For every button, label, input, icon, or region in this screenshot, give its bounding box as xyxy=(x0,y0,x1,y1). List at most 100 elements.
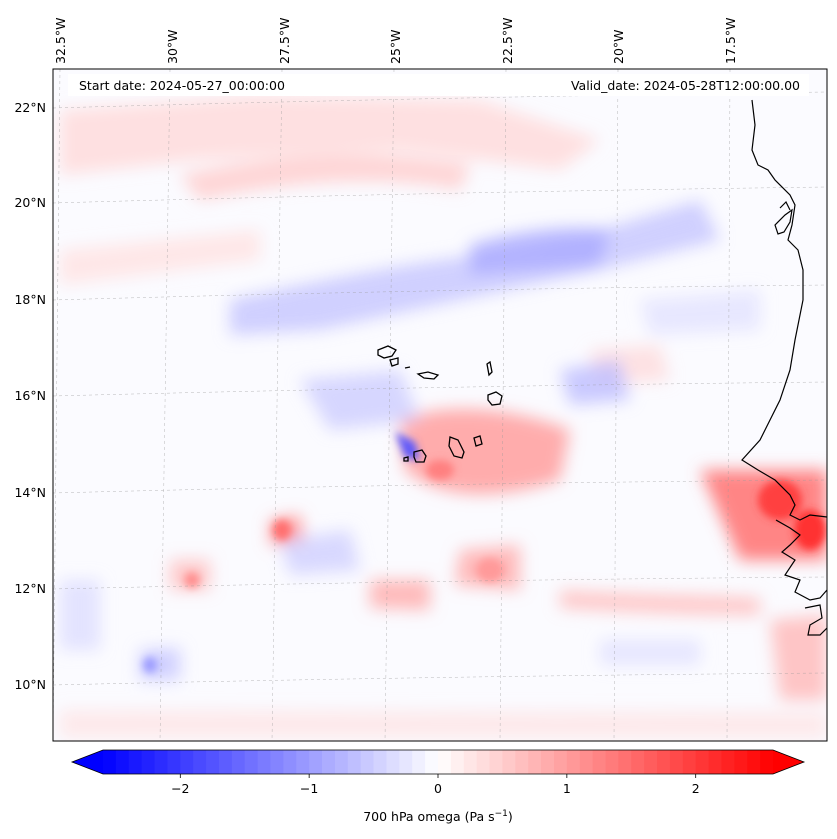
coast-detail xyxy=(774,208,793,235)
parallel-18n xyxy=(53,284,827,301)
maio xyxy=(473,435,483,447)
colorbar-segment xyxy=(721,750,735,774)
colorbar-segment xyxy=(605,750,619,774)
colorbar-segment xyxy=(631,750,645,774)
fogo xyxy=(413,449,427,463)
parallel-22n xyxy=(53,91,827,109)
lon-label: 22.5°W xyxy=(500,18,515,64)
colorbar-extend-min xyxy=(72,750,103,774)
colorbar-segment xyxy=(167,750,181,774)
colorbar-segment xyxy=(180,750,194,774)
colorbar-segment xyxy=(450,750,465,774)
santiago xyxy=(448,436,465,459)
lat-label: 16°N xyxy=(14,388,46,403)
colorbar-segment xyxy=(322,750,336,774)
parallel-10n xyxy=(53,672,827,686)
lat-label: 12°N xyxy=(14,581,46,596)
meridian-22-5w xyxy=(499,69,507,741)
colorbar-segment xyxy=(760,750,774,774)
lat-label: 14°N xyxy=(14,485,46,500)
omega-field-anomalies xyxy=(60,95,827,738)
colorbar-segment xyxy=(270,750,284,774)
valid-date-label: Valid_date: 2024-05-28T12:00:00.00 xyxy=(571,78,800,93)
colorbar-segment xyxy=(476,750,491,774)
meridian-25w xyxy=(384,69,395,741)
sal xyxy=(486,360,493,377)
colorbar-tick-label: 2 xyxy=(692,781,700,796)
lon-label: 17.5°W xyxy=(723,18,738,64)
colorbar-segment xyxy=(141,750,156,774)
lat-label: 18°N xyxy=(14,292,46,307)
colorbar-segment xyxy=(218,750,233,774)
colorbar-segment xyxy=(257,750,272,774)
meridian-30w xyxy=(159,69,171,741)
latitude-labels: 22°N 20°N 18°N 16°N 14°N 12°N 10°N xyxy=(14,100,46,692)
sao-vicente xyxy=(389,357,399,367)
colorbar-segment xyxy=(128,750,143,774)
colorbar-segment xyxy=(360,750,375,774)
lon-label: 20°W xyxy=(611,29,626,64)
santa-luzia xyxy=(404,366,411,369)
colorbar-segment xyxy=(618,750,632,774)
colorbar-segment xyxy=(425,750,439,774)
colorbar-segment xyxy=(747,750,761,774)
parallel-20n xyxy=(53,186,827,204)
colorbar-segment xyxy=(528,750,542,774)
colorbar-segments xyxy=(72,750,804,774)
colorbar-ticks: −2 −1 0 1 2 xyxy=(171,774,700,796)
colorbar-segment xyxy=(734,750,748,774)
colorbar-segment xyxy=(399,750,413,774)
colorbar-segment xyxy=(244,750,259,774)
colorbar-segment xyxy=(553,750,568,774)
longitude-labels: 32.5°W 30°W 27.5°W 25°W 22.5°W 20°W 17.5… xyxy=(53,18,738,64)
lat-label: 20°N xyxy=(14,195,46,210)
sao-nicolau xyxy=(416,371,440,380)
colorbar-segment xyxy=(115,750,130,774)
colorbar-segment xyxy=(695,750,710,774)
colorbar-segment xyxy=(682,750,697,774)
lon-label: 25°W xyxy=(388,29,403,64)
colorbar-segment xyxy=(373,750,388,774)
colorbar-segment xyxy=(657,750,671,774)
colorbar-segment xyxy=(103,750,117,774)
santo-antao xyxy=(377,345,397,359)
coastlines xyxy=(741,99,827,636)
colorbar-segment xyxy=(644,750,658,774)
header-band xyxy=(68,74,809,96)
brava xyxy=(403,456,409,462)
colorbar-extend-max xyxy=(773,750,804,774)
colorbar-segment xyxy=(502,750,516,774)
colorbar-segment xyxy=(283,750,297,774)
colorbar-tick-label: 0 xyxy=(434,781,442,796)
colorbar-outline xyxy=(70,749,806,775)
colorbar-segment xyxy=(296,750,310,774)
colorbar-segment xyxy=(154,750,169,774)
parallel-16n xyxy=(53,381,827,397)
colorbar-segment xyxy=(489,750,504,774)
lon-label: 27.5°W xyxy=(277,18,292,64)
colorbar-segment xyxy=(463,750,478,774)
colorbar-segment xyxy=(231,750,246,774)
lat-label: 10°N xyxy=(14,677,46,692)
colorbar-tick-label: −2 xyxy=(171,781,189,796)
colorbar-segment xyxy=(386,750,400,774)
boa-vista xyxy=(487,391,503,406)
meridian-32-5w xyxy=(53,69,61,741)
colorbar-segment xyxy=(541,750,555,774)
colorbar-segment xyxy=(579,750,594,774)
graticule xyxy=(53,69,827,741)
colorbar-segment xyxy=(592,750,607,774)
parallel-14n xyxy=(53,479,827,494)
map-frame xyxy=(52,68,828,742)
colorbar-segment xyxy=(708,750,723,774)
gulf-inlet xyxy=(779,200,791,211)
colorbar-segment xyxy=(566,750,581,774)
colorbar-label: 700 hPa omega (Pa s−1) xyxy=(363,809,513,824)
lon-label: 30°W xyxy=(165,29,180,64)
african-coastline xyxy=(741,99,827,636)
colorbar-segment xyxy=(438,750,452,774)
omega-field-map: Start date: 2024-05-27_00:00:00 Valid_da… xyxy=(53,69,827,741)
meridian-27-5w xyxy=(271,69,283,741)
colorbar-segment xyxy=(347,750,362,774)
